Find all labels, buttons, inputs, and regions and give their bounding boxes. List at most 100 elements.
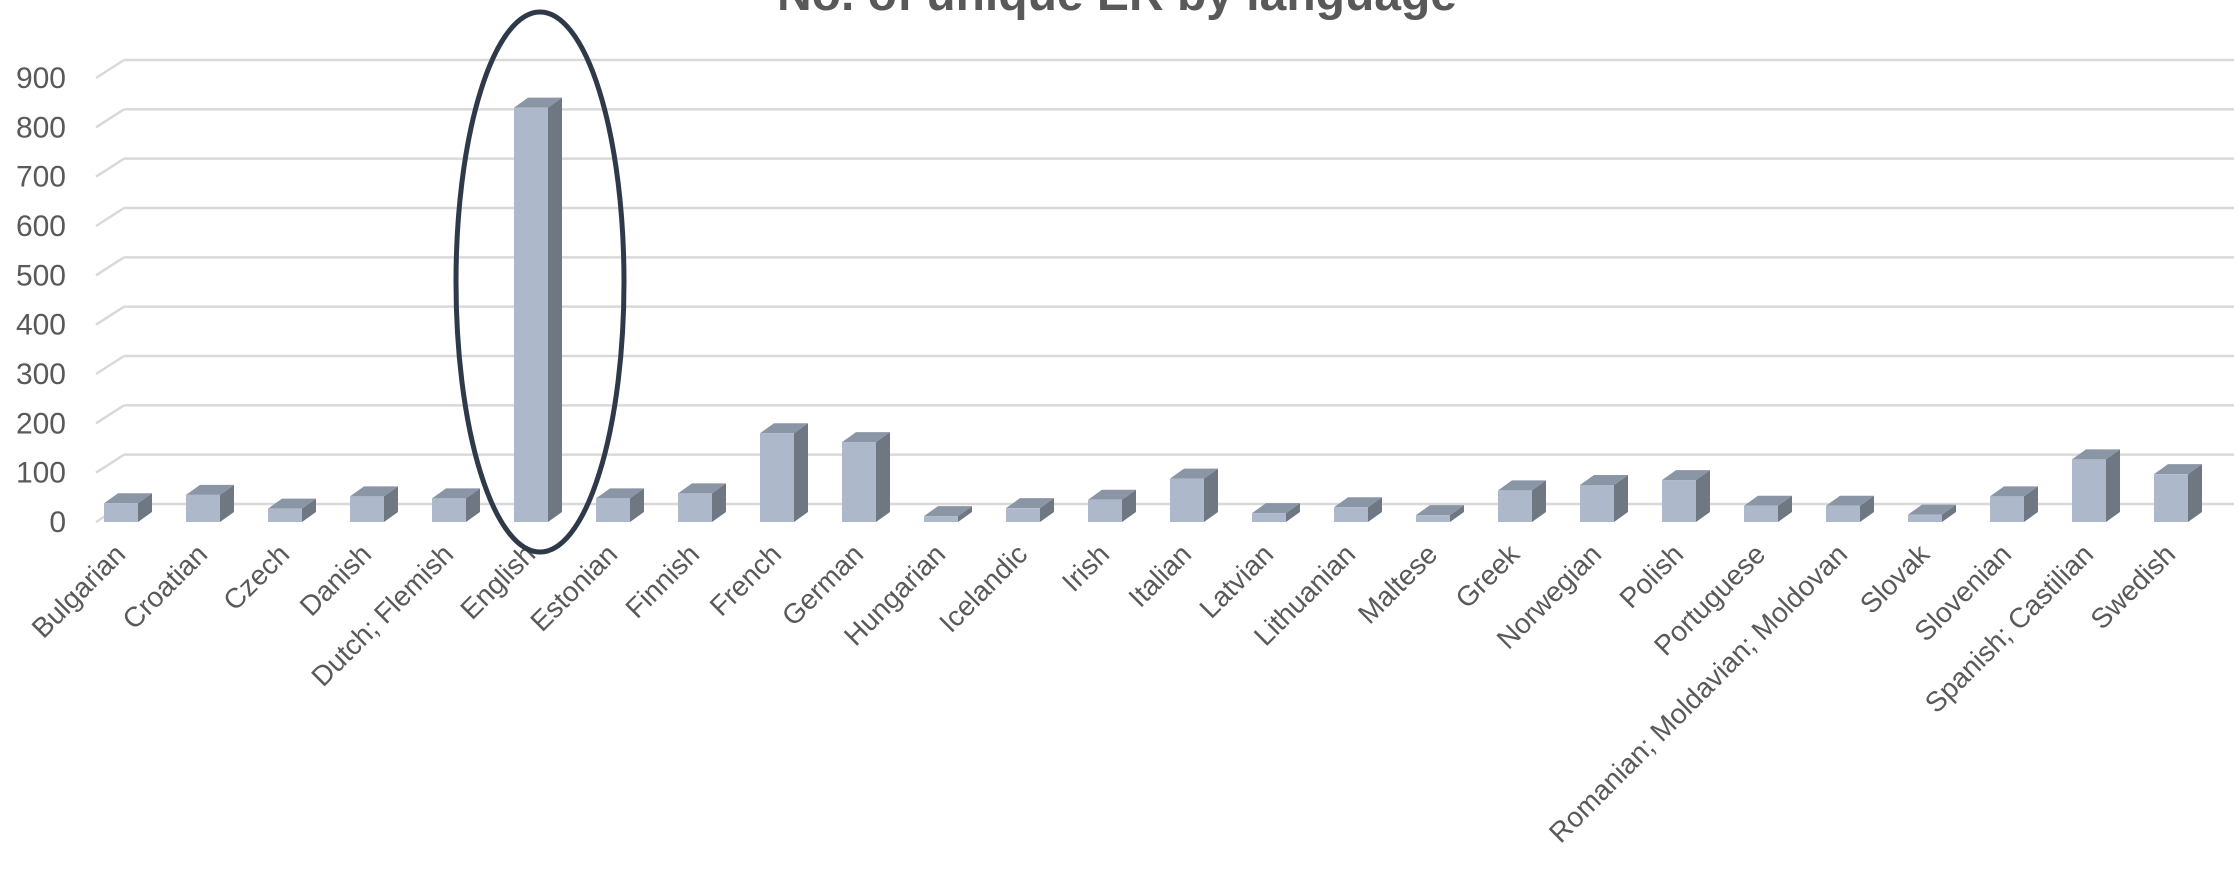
bar-english: [514, 97, 562, 522]
bar-front: [1334, 507, 1368, 522]
y-tick-label: 700: [16, 161, 66, 194]
bar-side: [1040, 498, 1054, 522]
bar-hungarian: [924, 506, 972, 522]
y-axis-ticks: 0 100 200 300 400 500 600 700 800 900: [16, 62, 66, 539]
bar-slovenian: [1990, 486, 2038, 522]
bar-front: [2072, 459, 2106, 522]
bar-front: [678, 493, 712, 522]
english-highlight-ellipse: [453, 9, 627, 555]
bar-front: [1580, 485, 1614, 522]
bar-top: [1416, 505, 1464, 516]
bar-top: [1744, 495, 1792, 506]
gridline-400: [95, 305, 125, 326]
x-tick-label: Dutch; Flemish: [305, 538, 459, 692]
bar-top: [1580, 475, 1628, 485]
bar-side: [630, 488, 644, 522]
bar-side: [1614, 475, 1628, 522]
bar-side: [1860, 495, 1874, 522]
bar-front: [1498, 490, 1532, 522]
bar-top: [596, 488, 644, 499]
y-tick-label: 200: [16, 407, 66, 440]
bar-top: [1006, 498, 1054, 509]
gridline-200: [95, 404, 125, 425]
x-tick-label: Italian: [1122, 538, 1197, 613]
bar-irish: [1088, 489, 1136, 522]
x-tick-label: Irish: [1056, 538, 1115, 597]
bar-top: [104, 493, 152, 504]
x-tick-label: Greek: [1449, 538, 1526, 615]
bar-front: [1252, 513, 1286, 522]
bar-slovak: [1908, 504, 1956, 522]
x-tick-label: French: [704, 538, 788, 622]
bar-italian: [1170, 468, 1218, 522]
bar-top: [2154, 464, 2202, 475]
bar-french: [760, 423, 808, 522]
bar-top: [268, 498, 316, 509]
bar-front: [596, 498, 630, 522]
y-tick-label: 300: [16, 358, 66, 391]
x-tick-label: Danish: [294, 538, 378, 622]
gridline-800: [95, 108, 125, 129]
y-tick-label: 100: [16, 457, 66, 490]
bar-estonian: [596, 488, 644, 522]
bar-top: [842, 432, 890, 443]
bar-croatian: [186, 484, 234, 522]
x-tick-label: Finnish: [619, 538, 705, 624]
bar-side: [1368, 497, 1382, 522]
y-tick-label: 900: [16, 62, 66, 95]
bar-front: [1990, 496, 2024, 522]
bar-side: [794, 423, 808, 522]
bar-dutch-flemish: [432, 488, 480, 522]
bar-top: [350, 486, 398, 497]
gridline-500: [95, 256, 125, 277]
bar-front: [924, 516, 958, 522]
bar-front: [268, 508, 302, 522]
bar-side: [1696, 470, 1710, 522]
bar-top: [1908, 504, 1956, 515]
bar-top: [1334, 497, 1382, 508]
bar-side: [2106, 449, 2120, 522]
bar-side: [1942, 504, 1956, 522]
bar-romanian-moldavian-moldovan: [1826, 495, 1874, 522]
bar-greek: [1498, 480, 1546, 522]
bar-front: [760, 433, 794, 522]
bar-front: [1662, 480, 1696, 522]
bar-side: [466, 488, 480, 522]
gridlines: [95, 58, 2234, 524]
bar-side: [384, 486, 398, 522]
bar-lithuanian: [1334, 497, 1382, 522]
bar-portuguese: [1744, 495, 1792, 522]
bar-side: [712, 483, 726, 522]
x-tick-label: Swedish: [2084, 538, 2181, 635]
bar-side: [1204, 468, 1218, 522]
bar-german: [842, 432, 890, 522]
bar-side: [1122, 489, 1136, 522]
gridline-300: [95, 354, 125, 376]
x-tick-label: Romanian; Moldavian; Moldovan: [1543, 538, 1853, 848]
bar-latvian: [1252, 503, 1300, 522]
x-tick-label: Maltese: [1352, 538, 1443, 629]
bar-side: [138, 493, 152, 522]
chart-title: No. of unique ER by language: [777, 0, 1457, 21]
x-tick-label: Czech: [217, 538, 295, 616]
gridline-700: [95, 157, 125, 178]
bar-top: [514, 97, 562, 108]
bar-top: [1088, 489, 1136, 500]
y-tick-label: 0: [49, 506, 66, 539]
bar-front: [2154, 474, 2188, 522]
bar-top: [1990, 486, 2038, 497]
bar-side: [1450, 505, 1464, 522]
bar-top: [1826, 495, 1874, 506]
x-tick-label: Croatian: [116, 538, 213, 635]
bar-spanish-castilian: [2072, 449, 2120, 522]
bar-top: [2072, 449, 2120, 460]
gridline-100: [95, 453, 125, 474]
bar-front: [1416, 515, 1450, 522]
bar-side: [220, 484, 234, 522]
bar-swedish: [2154, 464, 2202, 522]
bar-top: [1662, 470, 1710, 481]
bar-icelandic: [1006, 498, 1054, 522]
bar-front: [104, 503, 138, 522]
